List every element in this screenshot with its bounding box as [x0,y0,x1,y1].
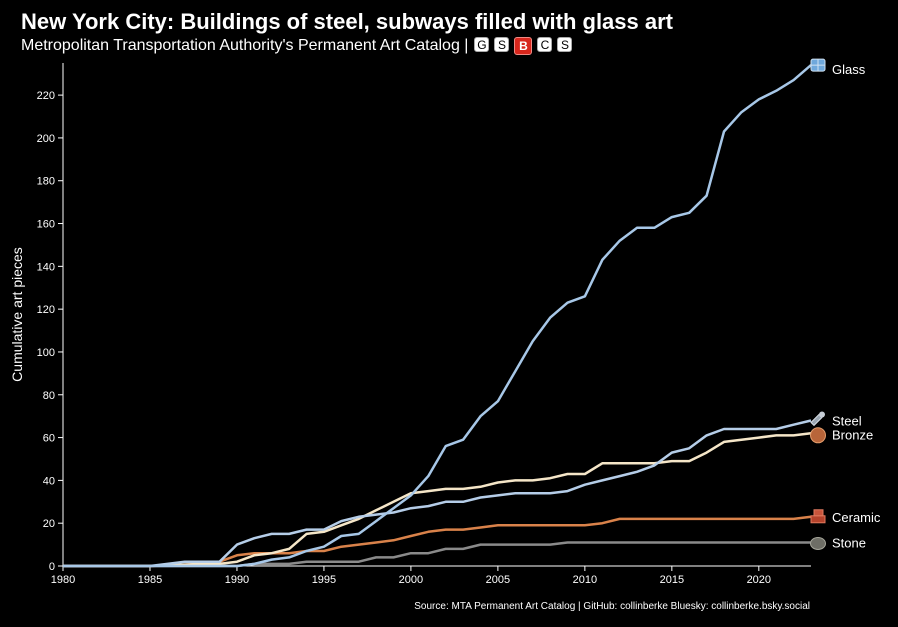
x-tick-label: 2000 [399,574,423,586]
y-axis-label: Cumulative art pieces [9,247,25,382]
series-line-glass [63,64,812,568]
series-line-stone [63,541,811,568]
y-tick: 60 [43,433,63,445]
x-tick-label: 2005 [486,574,510,586]
stone-icon [810,536,826,550]
series-label-glass: Glass [832,62,866,77]
chart-title: New York City: Buildings of steel, subwa… [21,9,673,34]
y-tick-label: 180 [37,176,55,188]
ceramic-icon [810,509,826,524]
series-label-bronze: Bronze [832,427,873,442]
y-tick: 20 [43,518,63,530]
series-label-stone: Stone [832,535,866,550]
x-tick: 1995 [312,566,336,586]
y-tick-label: 20 [43,518,55,530]
bronze-icon [810,427,826,444]
y-tick: 200 [37,133,63,145]
x-tick-label: 2015 [660,574,684,586]
y-tick: 180 [37,176,63,188]
subway-badge-s2: S [557,37,573,52]
y-tick-label: 40 [43,475,55,487]
chart-subtitle: Metropolitan Transportation Authority's … [21,37,573,55]
glass-icon [810,58,826,72]
x-tick-label: 2020 [747,574,771,586]
subway-badges: G S B C S [474,37,573,55]
x-tick: 1985 [138,566,162,586]
x-tick-label: 1985 [138,574,162,586]
x-tick: 1990 [225,566,249,586]
y-tick-label: 140 [37,261,55,273]
source-note: Source: MTA Permanent Art Catalog | GitH… [414,601,810,612]
x-tick: 2015 [660,566,684,586]
x-tick-label: 1995 [312,574,336,586]
y-tick-label: 100 [37,347,55,359]
x-tick-label: 2010 [573,574,597,586]
subway-badge-g: G [474,37,490,52]
series-line-bronze [63,432,812,568]
y-tick: 0 [49,561,63,573]
series-label-ceramic: Ceramic [832,510,881,525]
y-tick-label: 200 [37,133,55,145]
subtitle-text: Metropolitan Transportation Authority's … [21,37,469,54]
series-label-steel: Steel [832,413,862,428]
y-tick-label: 80 [43,390,55,402]
series-line-steel [63,419,812,568]
subway-badge-s: S [494,37,510,52]
y-tick: 80 [43,390,63,402]
y-tick-label: 160 [37,219,55,231]
y-tick: 100 [37,347,63,359]
steel-icon [810,411,825,427]
subway-badge-c: C [537,37,553,52]
y-tick-label: 0 [49,561,55,573]
x-tick-label: 1980 [51,574,75,586]
y-tick-label: 60 [43,433,55,445]
y-tick: 40 [43,475,63,487]
y-tick: 120 [37,304,63,316]
y-tick-label: 120 [37,304,55,316]
x-tick: 2010 [573,566,597,586]
x-tick: 2005 [486,566,510,586]
y-tick: 140 [37,261,63,273]
x-tick: 2020 [747,566,771,586]
subway-badge-b: B [514,37,533,55]
x-tick: 2000 [399,566,423,586]
y-tick: 220 [37,90,63,102]
y-tick: 160 [37,219,63,231]
y-tick-label: 220 [37,90,55,102]
x-tick-label: 1990 [225,574,249,586]
